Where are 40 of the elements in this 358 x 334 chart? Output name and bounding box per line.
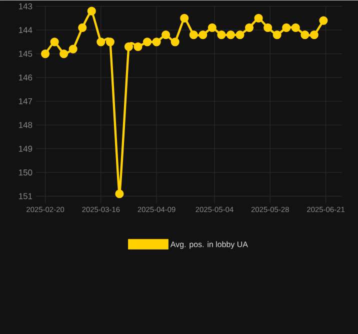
y-tick-label: 150 bbox=[18, 169, 32, 176]
point bbox=[244, 23, 254, 32]
y-tick-label: 146 bbox=[18, 74, 32, 80]
y-tick-label: 148 bbox=[18, 122, 32, 128]
point bbox=[87, 6, 96, 16]
point bbox=[68, 44, 78, 54]
y-tick-label: 144 bbox=[18, 26, 32, 33]
point bbox=[226, 30, 236, 39]
point bbox=[106, 37, 114, 46]
point bbox=[282, 23, 291, 32]
point bbox=[272, 30, 282, 39]
point bbox=[189, 30, 198, 39]
point bbox=[40, 49, 50, 58]
point bbox=[254, 14, 263, 22]
point bbox=[319, 16, 328, 25]
point bbox=[264, 23, 272, 32]
point bbox=[180, 14, 189, 22]
point bbox=[310, 30, 318, 39]
point bbox=[78, 23, 87, 32]
point bbox=[208, 23, 216, 32]
point bbox=[50, 37, 59, 46]
point bbox=[115, 189, 124, 198]
point bbox=[170, 37, 180, 46]
point bbox=[152, 37, 161, 46]
y-tick-label: 151 bbox=[18, 193, 32, 199]
point bbox=[124, 42, 134, 51]
point bbox=[162, 30, 170, 39]
point bbox=[300, 30, 310, 39]
y-tick-label: 149 bbox=[18, 146, 32, 152]
point bbox=[217, 30, 226, 39]
y-tick-label: 143 bbox=[18, 3, 32, 10]
point bbox=[198, 30, 208, 39]
point bbox=[96, 37, 106, 46]
point bbox=[134, 42, 142, 51]
point bbox=[142, 37, 152, 46]
point bbox=[291, 23, 300, 32]
y-tick-label: 147 bbox=[18, 98, 32, 104]
y-tick-label: 145 bbox=[18, 50, 32, 57]
point bbox=[60, 49, 68, 58]
point bbox=[236, 30, 244, 39]
